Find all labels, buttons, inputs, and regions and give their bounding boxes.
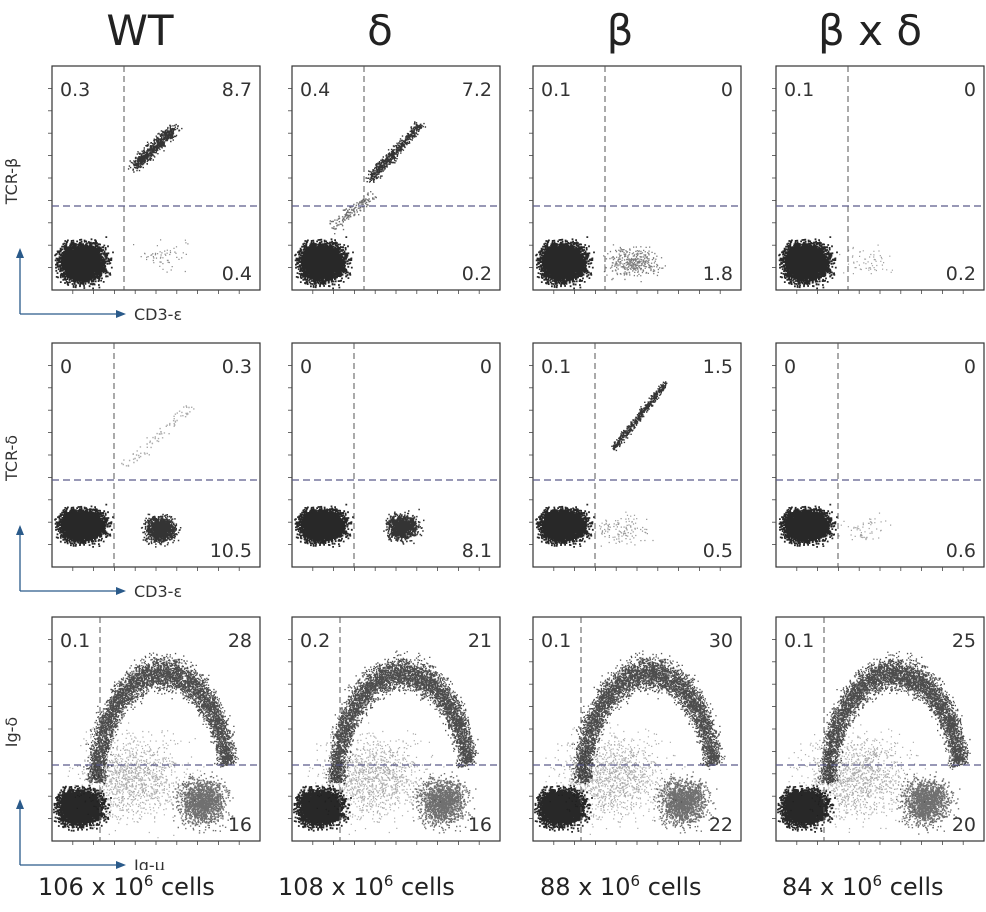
quadrant-label-lower-right: 1.8 [703, 263, 733, 285]
quadrant-label-upper-left: 0.2 [300, 630, 330, 652]
cell-count-beta-x-delta: 84 x 106 cells [782, 872, 944, 901]
quadrant-label-upper-left: 0.3 [60, 79, 90, 101]
dot-plot-1-wt: 0.3 8.7 0.4 [48, 65, 261, 294]
quadrant-label-upper-right: 25 [952, 630, 976, 652]
quadrant-label-upper-right: 8.7 [222, 79, 252, 101]
quadrant-label-lower-right: 16 [228, 814, 252, 836]
quadrant-label-lower-right: 10.5 [210, 540, 252, 562]
column-title-wt: WT [106, 6, 174, 55]
dot-plot-grid: 0.3 8.7 0.4 0.4 7.2 0.2 0.1 0 1.8 0.1 0 0.2 TCR-β CD3… [2, 65, 985, 870]
quadrant-label-upper-left: 0 [300, 356, 312, 378]
dot-plot-2-beta: 0.1 1.5 0.5 [529, 342, 742, 571]
quadrant-label-upper-left: 0.1 [60, 630, 90, 652]
dot-plot-3-beta: 0.1 30 22 [529, 616, 742, 845]
quadrant-label-lower-right: 0.4 [222, 263, 252, 285]
dot-plot-2-wt: 0 0.3 10.5 [48, 342, 261, 571]
y-axis-arrowhead [16, 799, 24, 809]
cell-count-base: 106 x 10 [38, 873, 144, 901]
cell-count-delta: 108 x 106 cells [278, 872, 455, 901]
dot-plot-3-wt: 0.1 28 16 [48, 616, 261, 845]
dot-plot-1-beta-x-delta: 0.1 0 0.2 [772, 65, 985, 294]
quadrant-label-upper-left: 0.1 [784, 79, 814, 101]
quadrant-label-upper-right: 7.2 [462, 79, 492, 101]
quadrant-label-upper-left: 0.1 [541, 356, 571, 378]
y-axis-arrowhead [16, 525, 24, 535]
cell-count-wt: 106 x 106 cells [38, 872, 215, 901]
quadrant-label-upper-right: 21 [468, 630, 492, 652]
quadrant-label-lower-right: 20 [952, 814, 976, 836]
quadrant-label-upper-left: 0 [60, 356, 72, 378]
cell-count-suffix: cells [153, 873, 215, 901]
y-axis-label: TCR-δ [2, 435, 21, 482]
quadrant-label-upper-left: 0.1 [784, 630, 814, 652]
axis-indicator-row-3: Ig-δ Ig-μ [2, 717, 165, 870]
dot-plot-3-delta: 0.2 21 16 [288, 616, 501, 845]
y-axis-label: TCR-β [2, 158, 21, 205]
quadrant-label-upper-right: 0 [964, 356, 976, 378]
cell-count-suffix: cells [393, 873, 455, 901]
dot-plot-3-beta-x-delta: 0.1 25 20 [772, 616, 985, 845]
x-axis-arrowhead [116, 310, 126, 318]
quadrant-label-upper-left: 0.1 [541, 630, 571, 652]
cell-count-exponent: 6 [383, 872, 394, 890]
quadrant-label-upper-left: 0 [784, 356, 796, 378]
y-axis-label: Ig-δ [2, 717, 21, 747]
cell-count-exponent: 6 [143, 872, 154, 890]
cell-count-exponent: 6 [630, 872, 641, 890]
cell-count-base: 88 x 10 [540, 873, 631, 901]
quadrant-label-upper-left: 0.4 [300, 79, 330, 101]
axis-indicator-row-2: TCR-δ CD3-ε [2, 435, 182, 601]
quadrant-label-lower-right: 0.6 [946, 540, 976, 562]
quadrant-label-lower-right: 0.2 [462, 263, 492, 285]
quadrant-label-upper-right: 0 [964, 79, 976, 101]
x-axis-arrowhead [116, 587, 126, 595]
quadrant-label-upper-right: 28 [228, 630, 252, 652]
dot-plot-2-beta-x-delta: 0 00.6 [772, 342, 985, 571]
dot-plot-1-beta: 0.1 0 1.8 [529, 65, 742, 294]
quadrant-label-upper-right: 0 [721, 79, 733, 101]
cell-count-exponent: 6 [872, 872, 883, 890]
dot-plot-1-delta: 0.4 7.2 0.2 [288, 65, 501, 294]
quadrant-label-upper-right: 0.3 [222, 356, 252, 378]
x-axis-label: CD3-ε [134, 305, 182, 324]
quadrant-label-lower-right: 8.1 [462, 540, 492, 562]
dot-plot-2-delta: 0 08.1 [288, 342, 501, 571]
x-axis-arrowhead [116, 861, 126, 869]
cell-count-base: 84 x 10 [782, 873, 873, 901]
x-axis-label: CD3-ε [134, 582, 182, 601]
cell-count-base: 108 x 10 [278, 873, 384, 901]
column-title-beta: β [606, 6, 634, 55]
axis-indicator-row-1: TCR-β CD3-ε [2, 158, 182, 324]
quadrant-label-upper-right: 30 [709, 630, 733, 652]
quadrant-label-upper-right: 1.5 [703, 356, 733, 378]
quadrant-label-lower-right: 22 [709, 814, 733, 836]
quadrant-label-lower-right: 0.2 [946, 263, 976, 285]
quadrant-label-upper-right: 0 [480, 356, 492, 378]
column-title-beta-x-delta: β x δ [817, 6, 923, 55]
cell-count-suffix: cells [640, 873, 702, 901]
quadrant-label-lower-right: 16 [468, 814, 492, 836]
y-axis-arrowhead [16, 248, 24, 258]
x-axis-label: Ig-μ [134, 856, 165, 870]
quadrant-label-lower-right: 0.5 [703, 540, 733, 562]
cell-count-beta: 88 x 106 cells [540, 872, 702, 901]
quadrant-label-upper-left: 0.1 [541, 79, 571, 101]
column-title-delta: δ [367, 6, 393, 55]
cell-count-suffix: cells [882, 873, 944, 901]
